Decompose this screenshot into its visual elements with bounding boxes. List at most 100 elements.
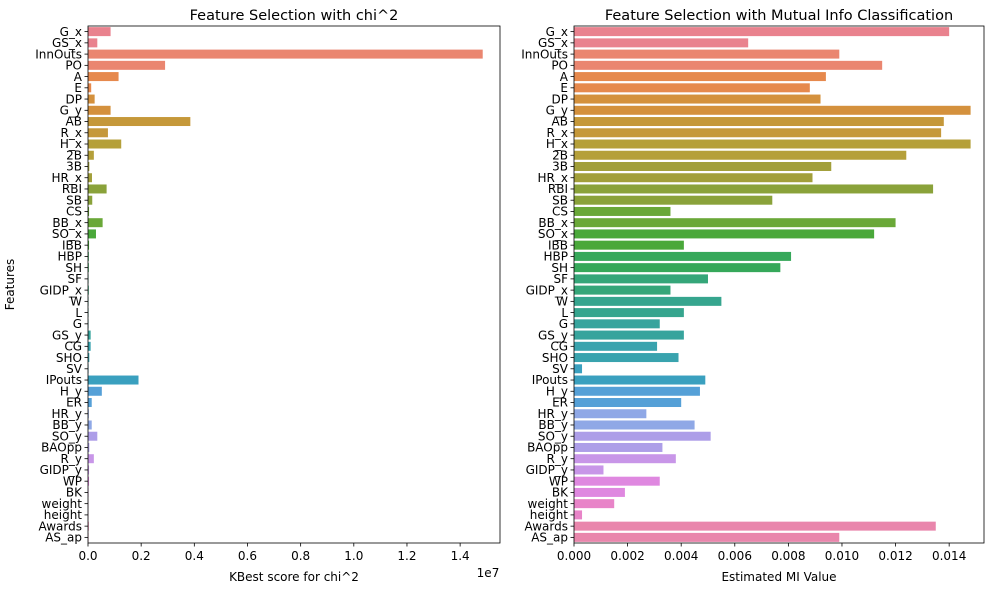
x-tick-label: 0.6	[238, 549, 257, 563]
y-tick-label: W	[70, 295, 82, 309]
bar-innouts	[88, 49, 483, 59]
bar-cg	[574, 341, 658, 351]
bar-bb-x	[88, 218, 103, 228]
x-tick-label: 1.0	[344, 549, 363, 563]
y-tick-label: SV	[552, 362, 569, 376]
y-tick-label: HR_x	[52, 171, 82, 185]
y-tick-label: G_y	[546, 103, 568, 117]
bar-r-y	[574, 454, 676, 464]
y-tick-label: SO_y	[538, 429, 568, 443]
y-tick-label: SF	[553, 272, 568, 286]
bar-r-x	[574, 128, 942, 138]
y-tick-label: InnOuts	[35, 47, 82, 61]
bar-weight	[574, 499, 615, 509]
bar-gs-y	[574, 330, 684, 340]
bar-ab	[574, 117, 944, 127]
x-tick-label: 0.006	[718, 549, 752, 563]
y-tick-label: L	[561, 306, 568, 320]
y-tick-label: BB_x	[538, 216, 568, 230]
y-tick-label: A	[74, 70, 83, 84]
bar-innouts	[574, 49, 840, 59]
bar-bk	[574, 487, 625, 497]
chart-panel-2: G_xGS_xInnOutsPOAEDPG_yABR_xH_x2B3BHR_xR…	[521, 8, 985, 584]
y-tick-label: SH	[551, 261, 568, 275]
x-tick-label: 0.014	[932, 549, 966, 563]
y-tick-label: GIDP_y	[40, 463, 82, 477]
y-tick-label: CS	[66, 205, 82, 219]
y-tick-label: H_x	[60, 137, 82, 151]
y-tick-label: HR_y	[538, 407, 568, 421]
bar-3b	[88, 161, 90, 171]
y-tick-label: SHO	[542, 351, 568, 365]
bar-er	[88, 398, 92, 408]
y-tick-label: R_y	[61, 452, 82, 466]
x-tick-label: 0.2	[132, 549, 151, 563]
bar-hr-x	[88, 173, 92, 183]
y-tick-label: weight	[42, 497, 83, 511]
y-tick-label: E	[74, 81, 82, 95]
y-tick-label: ER	[552, 396, 568, 410]
bar-so-y	[574, 431, 711, 441]
y-tick-label: 3B	[552, 160, 568, 174]
bar-ipouts	[88, 375, 139, 385]
bar-2b	[88, 150, 94, 160]
bar-baopp	[88, 442, 90, 452]
y-tick-label: GIDP_x	[40, 283, 82, 297]
x-tick-label: 0.008	[771, 549, 805, 563]
bar-wp	[574, 476, 660, 486]
y-tick-label: ER	[66, 396, 82, 410]
bar-dp	[88, 94, 95, 104]
bar-sb	[574, 195, 773, 205]
y-tick-label: A	[560, 70, 569, 84]
bar-h-x	[574, 139, 971, 149]
bar-so-x	[574, 229, 875, 239]
bar-sh	[574, 263, 781, 273]
x-tick-label: 0.0	[78, 549, 97, 563]
chart-title: Feature Selection with Mutual Info Class…	[605, 8, 953, 24]
y-tick-label: H_y	[60, 384, 82, 398]
x-tick-label: 0.010	[825, 549, 859, 563]
chart-title: Feature Selection with chi^2	[190, 8, 399, 24]
bar-2b	[574, 150, 907, 160]
y-tick-label: E	[560, 81, 568, 95]
y-tick-label: Awards	[39, 519, 82, 533]
y-tick-label: H_x	[546, 137, 568, 151]
y-tick-label: R_y	[547, 452, 568, 466]
y-tick-label: InnOuts	[521, 47, 568, 61]
bar-hbp	[574, 251, 792, 261]
y-tick-label: height	[44, 508, 83, 522]
bar-gidp-x	[574, 285, 671, 295]
y-tick-label: GS_y	[52, 328, 82, 342]
y-tick-label: HBP	[58, 250, 83, 264]
y-tick-label: height	[530, 508, 569, 522]
y-tick-label: AS_ap	[45, 531, 82, 545]
bar-bb-y	[574, 420, 695, 430]
y-tick-label: HR_x	[538, 171, 568, 185]
chart-panel-1: G_xGS_xInnOutsPOAEDPG_yABR_xH_x2B3BHR_xR…	[3, 8, 501, 584]
x-tick-label: 1.4	[451, 549, 470, 563]
y-tick-label: BB_y	[538, 418, 568, 432]
bar-bb-y	[88, 420, 92, 430]
y-tick-label: IPouts	[46, 373, 82, 387]
bar-r-x	[88, 128, 108, 138]
bar-wp	[88, 476, 90, 486]
y-tick-label: L	[75, 306, 82, 320]
bar-g	[574, 319, 660, 329]
bar-e	[574, 83, 810, 93]
y-tick-label: 2B	[552, 148, 568, 162]
bar-gidp-y	[88, 465, 90, 475]
y-tick-label: DP	[552, 92, 568, 106]
bar-h-y	[574, 386, 700, 396]
bar-g-y	[88, 105, 111, 115]
y-tick-label: SF	[67, 272, 82, 286]
x-axis-label: KBest score for chi^2	[229, 570, 359, 584]
axes-frame	[87, 25, 501, 544]
bar-gs-x	[574, 38, 749, 48]
bar-baopp	[574, 442, 663, 452]
axes-frame	[573, 25, 985, 544]
x-tick-label: 0.8	[291, 549, 310, 563]
bar-g-x	[574, 27, 950, 37]
y-tick-label: SH	[65, 261, 82, 275]
bar-gs-y	[88, 330, 91, 340]
